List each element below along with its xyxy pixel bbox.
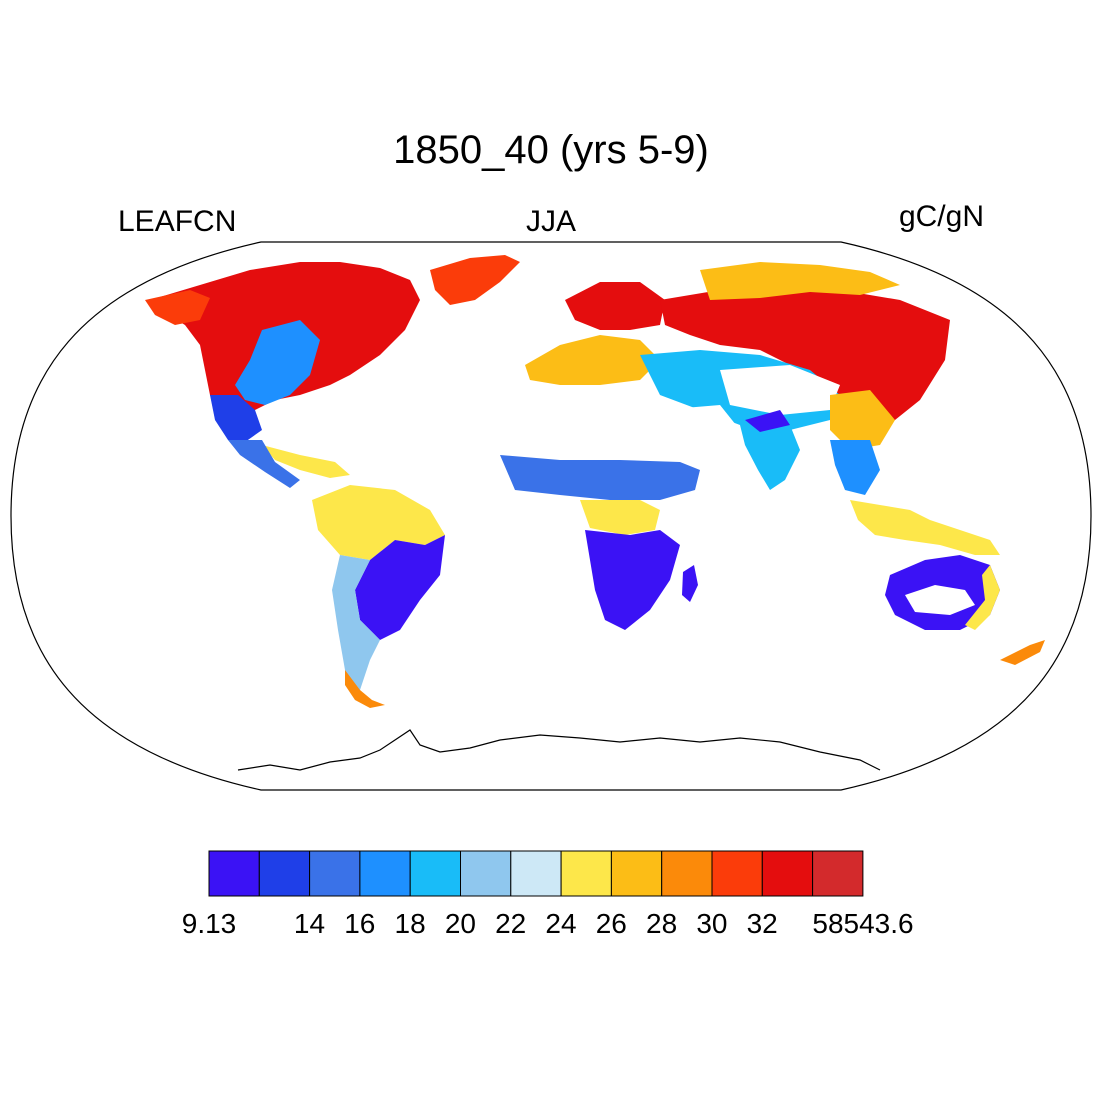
colorbar-swatch bbox=[661, 850, 713, 897]
central-asia-white bbox=[720, 365, 840, 415]
colorbar-swatch bbox=[460, 850, 512, 897]
new-zealand bbox=[1000, 640, 1045, 665]
se-asia-blue bbox=[830, 440, 880, 495]
colorbar-tick-label: 58543.6 bbox=[812, 908, 914, 939]
china-yellow bbox=[830, 390, 895, 450]
north-america-sw-blue bbox=[210, 395, 262, 442]
mexico-blue bbox=[228, 440, 300, 488]
colorbar-swatch bbox=[309, 850, 361, 897]
colorbar-swatch bbox=[359, 850, 411, 897]
australia-east-yellow bbox=[965, 565, 1000, 630]
south-america-south bbox=[332, 555, 380, 700]
indonesia-yellow bbox=[850, 500, 1000, 555]
colorbar-tick-label: 22 bbox=[495, 908, 527, 939]
colorbar-tick-label: 32 bbox=[746, 908, 778, 939]
antarctica-coastline bbox=[237, 729, 881, 771]
alaska bbox=[145, 290, 210, 325]
colorbar-swatch bbox=[761, 850, 814, 897]
globe-outline bbox=[10, 241, 1092, 791]
southern-africa-blue bbox=[585, 530, 680, 630]
colorbar-swatch bbox=[610, 850, 663, 897]
colorbar-tick-label: 18 bbox=[394, 908, 426, 939]
madagascar bbox=[682, 565, 698, 602]
sahel-blue bbox=[500, 455, 700, 500]
colorbar-swatch bbox=[258, 850, 311, 897]
patagonia bbox=[345, 670, 385, 708]
colorbar-tick-label: 26 bbox=[595, 908, 627, 939]
sahara-white bbox=[500, 400, 700, 455]
south-america-yellow bbox=[312, 485, 445, 560]
colorbar-tick-label: 9.13 bbox=[181, 908, 237, 939]
north-america-east-blue bbox=[235, 320, 320, 405]
australia-white bbox=[905, 585, 975, 615]
scandinavia bbox=[565, 282, 665, 330]
india-blue bbox=[740, 425, 800, 490]
colorbar-tick-label: 20 bbox=[444, 908, 476, 939]
plot-title: 1850_40 (yrs 5-9) bbox=[393, 128, 709, 172]
arabia-white bbox=[660, 405, 740, 460]
europe-mix bbox=[525, 335, 660, 385]
units-label: gC/gN bbox=[898, 200, 984, 233]
colorbar-swatch bbox=[812, 850, 864, 897]
india-purple bbox=[745, 410, 790, 432]
colorbar-tick-label: 30 bbox=[696, 908, 728, 939]
colorbar-tick-label: 28 bbox=[646, 908, 678, 939]
colorbar-swatch bbox=[560, 850, 612, 897]
variable-label: LEAFCN bbox=[118, 205, 237, 238]
colorbar-swatch bbox=[409, 850, 462, 897]
colorbar-tick-label: 16 bbox=[344, 908, 376, 939]
colorbar-tick-label: 14 bbox=[293, 908, 326, 939]
greenland bbox=[430, 255, 520, 305]
siberia-yellow bbox=[700, 262, 900, 300]
colorbar-tick-label: 24 bbox=[545, 908, 577, 939]
central-africa-yellow bbox=[580, 500, 660, 535]
colorbar-swatch bbox=[711, 850, 763, 897]
south-america-blue bbox=[355, 535, 445, 640]
colorbar-swatch bbox=[510, 850, 562, 897]
central-america bbox=[262, 445, 350, 478]
colorbar-swatch bbox=[208, 850, 260, 897]
season-label: JJA bbox=[525, 205, 576, 238]
